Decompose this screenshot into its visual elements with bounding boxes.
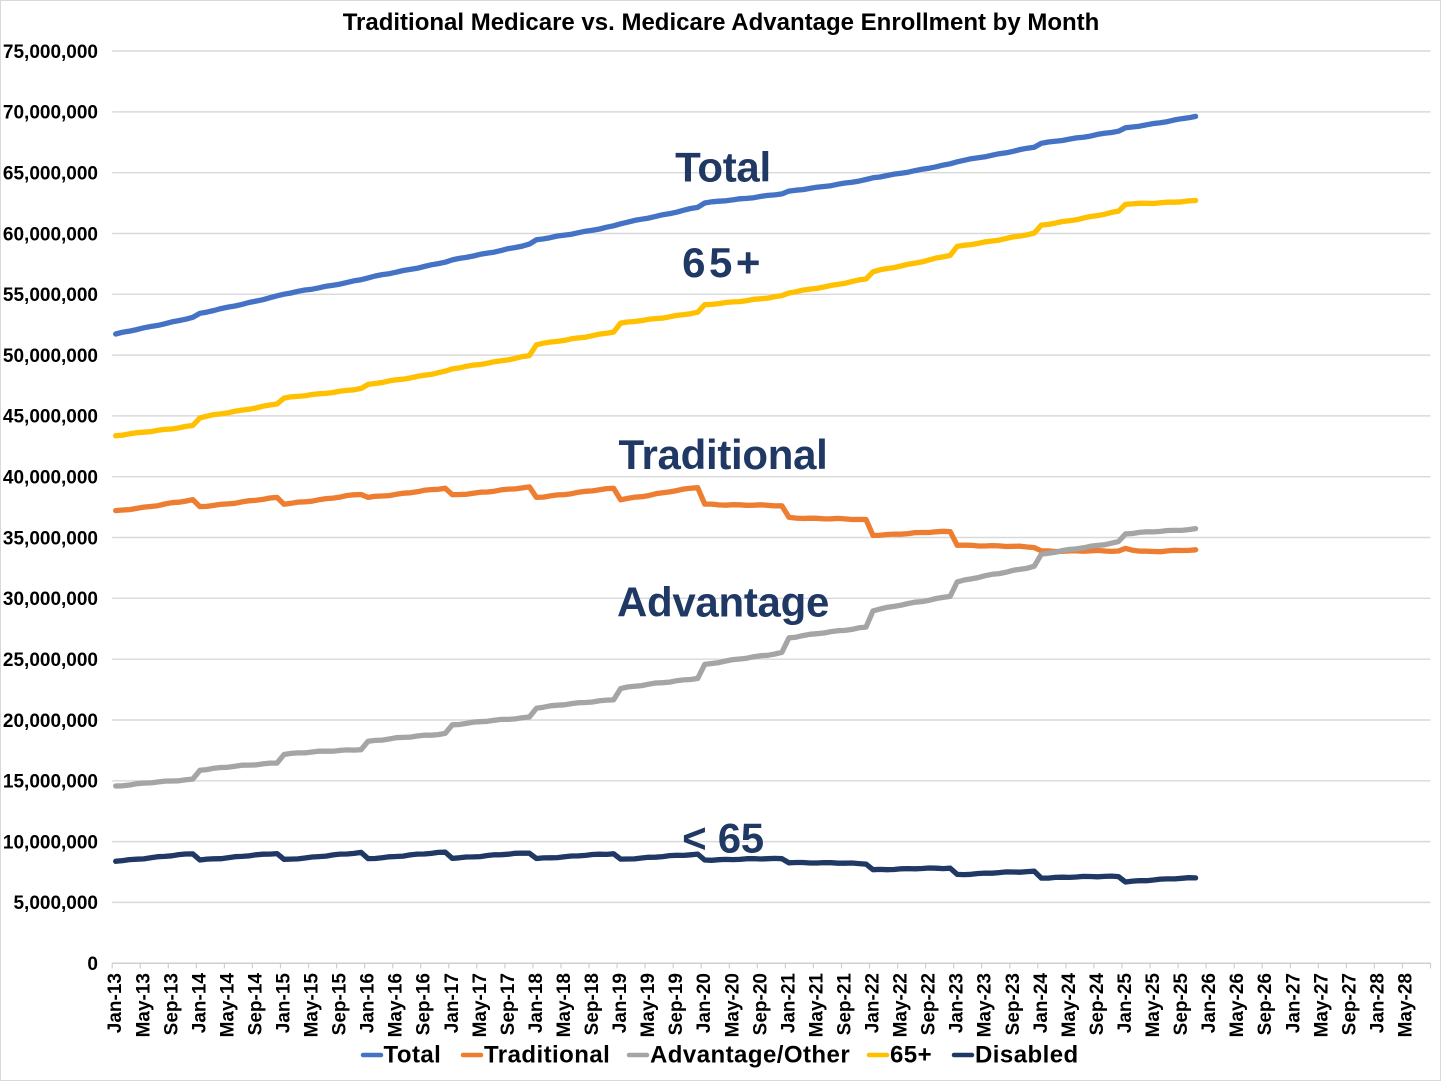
svg-text:75,000,000: 75,000,000 (3, 42, 98, 63)
svg-text:Sep-23: Sep-23 (1003, 973, 1024, 1035)
svg-text:Jan-18: Jan-18 (526, 973, 547, 1033)
svg-text:Jan-28: Jan-28 (1367, 973, 1388, 1033)
svg-text:15,000,000: 15,000,000 (3, 772, 98, 793)
svg-text:Jan-15: Jan-15 (274, 973, 295, 1034)
svg-text:Jan-22: Jan-22 (863, 973, 884, 1033)
svg-text:May-14: May-14 (217, 973, 238, 1038)
svg-text:70,000,000: 70,000,000 (3, 103, 98, 124)
svg-text:35,000,000: 35,000,000 (3, 528, 98, 549)
svg-text:Jan-20: Jan-20 (694, 973, 715, 1033)
svg-text:Advantage/Other: Advantage/Other (650, 1042, 850, 1069)
svg-text:Sep-26: Sep-26 (1255, 973, 1276, 1035)
svg-text:Jan-21: Jan-21 (778, 973, 799, 1034)
svg-text:65+: 65+ (682, 239, 764, 286)
svg-text:Sep-17: Sep-17 (498, 973, 519, 1035)
svg-text:25,000,000: 25,000,000 (3, 650, 98, 671)
svg-text:Jan-14: Jan-14 (189, 973, 210, 1034)
svg-text:60,000,000: 60,000,000 (3, 224, 98, 245)
svg-text:Traditional: Traditional (484, 1042, 610, 1069)
svg-text:Sep-22: Sep-22 (919, 973, 940, 1035)
svg-text:Sep-18: Sep-18 (582, 973, 603, 1035)
svg-text:Traditional: Traditional (618, 431, 827, 478)
svg-text:May-27: May-27 (1311, 973, 1332, 1037)
svg-text:Jan-23: Jan-23 (947, 973, 968, 1033)
svg-text:Sep-16: Sep-16 (414, 973, 435, 1035)
svg-text:Sep-27: Sep-27 (1339, 973, 1360, 1035)
svg-text:May-17: May-17 (470, 973, 491, 1037)
svg-text:May-28: May-28 (1396, 973, 1417, 1037)
svg-text:20,000,000: 20,000,000 (3, 711, 98, 732)
svg-text:May-16: May-16 (386, 973, 407, 1037)
svg-text:May-26: May-26 (1227, 973, 1248, 1037)
svg-text:0: 0 (87, 954, 98, 975)
svg-text:55,000,000: 55,000,000 (3, 285, 98, 306)
svg-text:Jan-26: Jan-26 (1199, 973, 1220, 1033)
svg-text:Jan-25: Jan-25 (1115, 973, 1136, 1034)
svg-text:May-23: May-23 (975, 973, 996, 1037)
svg-text:40,000,000: 40,000,000 (3, 468, 98, 489)
svg-text:May-15: May-15 (302, 973, 323, 1038)
svg-text:Jan-17: Jan-17 (442, 973, 463, 1033)
svg-text:Total: Total (675, 144, 771, 191)
svg-text:30,000,000: 30,000,000 (3, 589, 98, 610)
svg-text:5,000,000: 5,000,000 (13, 893, 98, 914)
svg-text:Traditional Medicare vs. Medic: Traditional Medicare vs. Medicare Advant… (343, 9, 1100, 36)
svg-text:May-20: May-20 (722, 973, 743, 1037)
svg-text:10,000,000: 10,000,000 (3, 832, 98, 853)
svg-text:May-24: May-24 (1059, 973, 1080, 1038)
svg-text:Total: Total (384, 1042, 442, 1069)
svg-text:65+: 65+ (890, 1042, 932, 1069)
svg-text:65,000,000: 65,000,000 (3, 164, 98, 185)
svg-text:May-13: May-13 (133, 973, 154, 1037)
svg-text:May-22: May-22 (891, 973, 912, 1037)
svg-text:Disabled: Disabled (975, 1042, 1079, 1069)
svg-text:Sep-20: Sep-20 (750, 973, 771, 1035)
svg-text:Sep-15: Sep-15 (330, 973, 351, 1036)
svg-text:May-19: May-19 (638, 973, 659, 1037)
svg-text:Jan-16: Jan-16 (358, 973, 379, 1033)
svg-text:Advantage: Advantage (617, 579, 829, 626)
svg-text:50,000,000: 50,000,000 (3, 346, 98, 367)
svg-text:May-18: May-18 (554, 973, 575, 1037)
svg-text:Sep-13: Sep-13 (161, 973, 182, 1035)
svg-text:Sep-24: Sep-24 (1087, 973, 1108, 1036)
svg-text:< 65: < 65 (682, 815, 764, 862)
svg-text:Sep-14: Sep-14 (246, 973, 267, 1036)
svg-text:Jan-13: Jan-13 (105, 973, 126, 1033)
svg-text:May-25: May-25 (1143, 973, 1164, 1038)
svg-text:Sep-25: Sep-25 (1171, 973, 1192, 1036)
svg-text:45,000,000: 45,000,000 (3, 407, 98, 428)
svg-text:May-21: May-21 (806, 973, 827, 1038)
svg-text:Sep-19: Sep-19 (666, 973, 687, 1035)
svg-text:Jan-27: Jan-27 (1283, 973, 1304, 1033)
svg-text:Sep-21: Sep-21 (835, 973, 856, 1036)
svg-text:Jan-24: Jan-24 (1031, 973, 1052, 1034)
svg-text:Jan-19: Jan-19 (610, 973, 631, 1033)
